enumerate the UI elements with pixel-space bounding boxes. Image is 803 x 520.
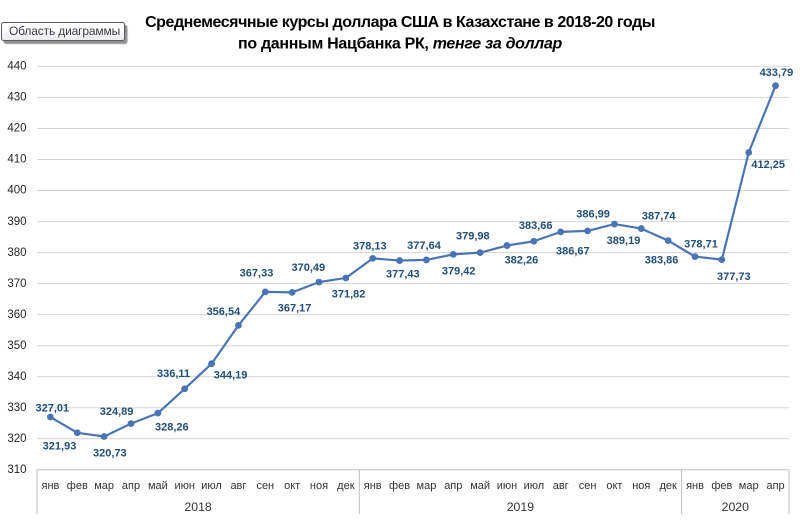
svg-text:340: 340 [7, 371, 26, 383]
svg-text:июн: июн [174, 480, 194, 492]
svg-text:379,42: 379,42 [442, 265, 476, 277]
svg-text:июл: июл [201, 480, 222, 492]
svg-text:мар: мар [417, 480, 437, 492]
svg-text:377,73: 377,73 [717, 271, 751, 283]
svg-text:390: 390 [7, 216, 26, 228]
svg-text:383,66: 383,66 [519, 220, 553, 232]
svg-text:320,73: 320,73 [93, 448, 127, 460]
svg-text:окт: окт [284, 480, 300, 492]
svg-text:июл: июл [524, 480, 545, 492]
svg-text:янв: янв [41, 480, 59, 492]
svg-text:авг: авг [553, 480, 569, 492]
svg-text:2018: 2018 [184, 500, 212, 514]
svg-text:ноя: ноя [632, 480, 650, 492]
svg-text:387,74: 387,74 [642, 211, 677, 223]
svg-text:377,64: 377,64 [407, 240, 442, 252]
svg-text:328,26: 328,26 [155, 422, 189, 434]
svg-text:410: 410 [7, 154, 26, 166]
svg-text:367,17: 367,17 [278, 303, 312, 315]
svg-text:377,43: 377,43 [386, 269, 420, 281]
svg-text:Среднемесячные курсы доллара: Среднемесячные курсы доллара США в Казах… [145, 14, 655, 31]
svg-text:сен: сен [256, 480, 274, 492]
svg-text:дек: дек [659, 480, 677, 492]
svg-text:310: 310 [7, 464, 26, 476]
svg-text:2019: 2019 [507, 500, 535, 514]
svg-text:378,13: 378,13 [353, 240, 387, 252]
svg-text:по данным Нацбанка РК, тенге: по данным Нацбанка РК, тенге за доллар [238, 36, 563, 53]
svg-text:382,26: 382,26 [505, 255, 539, 267]
svg-text:412,25: 412,25 [751, 159, 785, 171]
svg-text:янв: янв [364, 480, 382, 492]
svg-text:2020: 2020 [722, 500, 750, 514]
svg-text:сен: сен [579, 480, 597, 492]
svg-text:356,54: 356,54 [207, 306, 242, 318]
svg-text:350: 350 [7, 340, 26, 352]
svg-text:июн: июн [497, 480, 517, 492]
svg-text:330: 330 [7, 402, 26, 414]
svg-text:апр: апр [122, 480, 140, 492]
svg-text:321,93: 321,93 [43, 441, 77, 453]
svg-text:400: 400 [7, 185, 26, 197]
svg-text:378,71: 378,71 [684, 238, 718, 250]
svg-text:ноя: ноя [310, 480, 328, 492]
svg-text:370: 370 [7, 278, 26, 290]
svg-text:386,99: 386,99 [576, 209, 610, 221]
svg-text:360: 360 [7, 309, 26, 321]
svg-text:фев: фев [389, 480, 410, 492]
svg-text:апр: апр [444, 480, 462, 492]
svg-text:430: 430 [7, 92, 26, 104]
svg-text:324,89: 324,89 [100, 406, 134, 418]
svg-text:389,19: 389,19 [607, 235, 641, 247]
svg-text:371,82: 371,82 [332, 289, 366, 301]
svg-text:янв: янв [686, 480, 704, 492]
svg-text:344,19: 344,19 [214, 369, 248, 381]
svg-text:433,79: 433,79 [760, 67, 794, 79]
svg-text:370,49: 370,49 [291, 262, 325, 274]
svg-text:380: 380 [7, 247, 26, 259]
svg-text:фев: фев [67, 480, 88, 492]
svg-text:420: 420 [7, 123, 26, 135]
svg-text:дек: дек [337, 480, 355, 492]
svg-text:379,98: 379,98 [456, 231, 490, 243]
svg-text:440: 440 [7, 61, 26, 73]
svg-text:327,01: 327,01 [35, 402, 69, 414]
svg-text:апр: апр [766, 480, 784, 492]
svg-text:окт: окт [606, 480, 622, 492]
svg-text:367,33: 367,33 [240, 268, 274, 280]
svg-text:мар: мар [94, 480, 114, 492]
svg-text:386,67: 386,67 [556, 246, 590, 258]
svg-text:320: 320 [7, 433, 26, 445]
svg-text:май: май [148, 480, 168, 492]
svg-text:авг: авг [230, 480, 246, 492]
svg-text:мар: мар [739, 480, 759, 492]
svg-text:май: май [470, 480, 490, 492]
svg-text:фев: фев [711, 480, 732, 492]
svg-text:383,86: 383,86 [645, 255, 679, 267]
svg-text:336,11: 336,11 [157, 368, 190, 380]
